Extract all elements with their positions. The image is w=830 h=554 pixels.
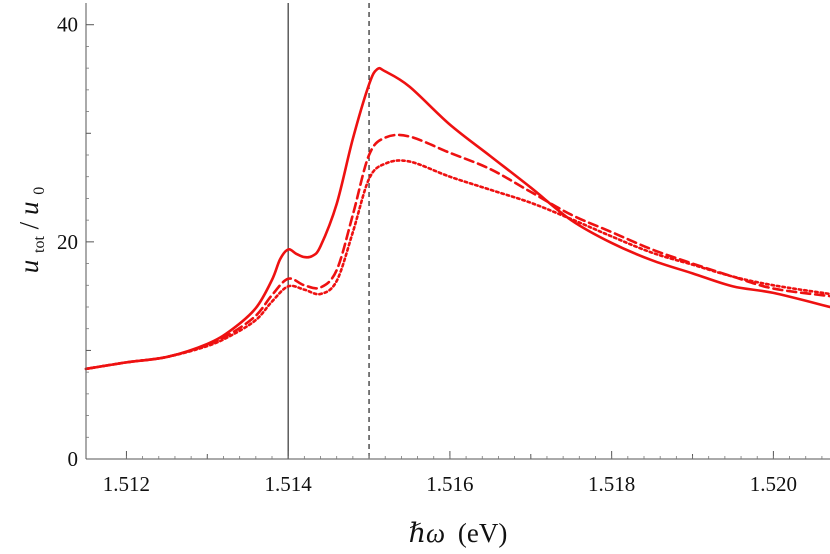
y-axis-title-numerator: u [14,260,44,274]
y-tick-label: 20 [57,230,78,254]
x-tick-label: 1.518 [588,472,635,496]
y-axis-title: u tot / u 0 [14,187,50,273]
y-axis-title-denominator: u [14,202,44,216]
x-axis-title-symbol: ℏω [409,518,445,548]
ticks: 1.512 1.514 1.516 1.518 1.520 0 20 40 [57,13,823,496]
series-line-solid [84,66,830,371]
reference-lines [287,3,370,459]
x-tick-label: 1.516 [426,472,473,496]
series-line-dashed [84,133,830,371]
x-tick-label: 1.514 [265,472,313,496]
y-axis-title-denominator-sub: 0 [31,187,48,195]
y-tick-label: 0 [68,447,79,471]
series-line-dotted [84,159,830,371]
axes-frame [85,3,830,460]
series-layer [84,66,830,371]
x-axis-title: ℏω (eV) [409,518,508,548]
x-axis-title-unit: (eV) [458,518,507,548]
y-tick-label: 40 [57,13,78,37]
x-tick-label: 1.512 [103,472,150,496]
x-tick-label: 1.520 [750,472,797,496]
y-axis-title-numerator-sub: tot [31,236,48,253]
y-axis-title-slash: / [14,221,44,229]
